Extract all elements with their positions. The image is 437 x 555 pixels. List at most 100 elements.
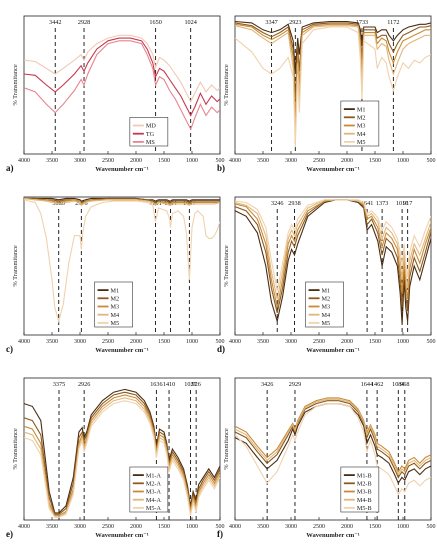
x-tick-label: 2500 [313, 339, 325, 345]
series-line-m5-a [24, 400, 220, 518]
x-tick-label: 3000 [74, 158, 86, 164]
legend-label: M3-A [146, 489, 162, 496]
legend-label: M2 [357, 115, 366, 122]
plot-frame [234, 196, 432, 336]
x-tick-label: 500 [216, 524, 225, 530]
x-tick-label: 500 [216, 158, 225, 164]
legend-label: M3 [322, 304, 331, 311]
x-tick-label: 1000 [186, 339, 198, 345]
series-line-m2 [235, 22, 431, 99]
legend-label: M2-B [357, 481, 372, 488]
x-tick-label: 1000 [397, 158, 409, 164]
x-tick-label: 4000 [18, 524, 30, 530]
series-line-m4 [235, 199, 431, 300]
legend-label: M5-A [146, 505, 162, 512]
panel-label: c) [6, 344, 13, 354]
reference-label: 2929 [289, 381, 301, 388]
x-tick-label: 2500 [102, 524, 114, 530]
legend-label: M3 [357, 123, 366, 130]
x-tick-label: 500 [427, 158, 436, 164]
x-tick-label: 3000 [285, 339, 297, 345]
panel-label: b) [217, 163, 225, 173]
y-axis-label: % Transmitance [223, 245, 230, 287]
x-tick-label: 3000 [285, 158, 297, 164]
x-tick-label: 1000 [186, 524, 198, 530]
x-tick-label: 500 [427, 524, 436, 530]
legend-label: M1 [111, 287, 120, 294]
panel-b: 3347 2923 1733 1172 4000 3500 3000 2500 2000 1500… [217, 15, 436, 173]
x-tick-label: 4000 [18, 339, 30, 345]
series-line-m2-a [24, 391, 220, 515]
series-line-m5 [24, 199, 220, 324]
series-line-m4-b [235, 398, 431, 476]
x-tick-label: 4000 [229, 524, 241, 530]
reference-label: 3426 [261, 381, 273, 388]
panel-label: e) [6, 529, 13, 539]
x-tick-label: 2500 [313, 524, 325, 530]
legend-label: MS [146, 139, 156, 146]
x-axis-label: Wavenumber cm⁻¹ [306, 347, 360, 354]
x-tick-label: 3500 [46, 524, 58, 530]
plot-frame [234, 15, 432, 155]
x-tick-label: 2500 [102, 339, 114, 345]
reference-label: 1733 [356, 19, 368, 26]
reference-label: 2923 [289, 19, 301, 26]
legend-label: M4-A [146, 497, 162, 504]
x-tick-label: 500 [427, 339, 436, 345]
reference-label: 3442 [49, 19, 61, 26]
reference-label: 2938 [288, 200, 300, 207]
series-line-m3 [235, 23, 431, 120]
series-line-m4 [24, 197, 220, 207]
x-tick-label: 1000 [397, 524, 409, 530]
reference-label: 1027 [184, 381, 196, 388]
panel-a: 3442 2928 1650 1024 4000 3500 3000 2500 2000 1500… [6, 15, 225, 173]
legend-label: M4 [111, 312, 120, 319]
x-tick-label: 4000 [229, 339, 241, 345]
legend-label: M5 [111, 320, 120, 327]
x-tick-label: 2000 [130, 158, 142, 164]
reference-label: 968 [400, 381, 409, 388]
x-tick-label: 4000 [18, 158, 30, 164]
reference-label: 1462 [371, 381, 383, 388]
reference-label: 1373 [376, 200, 388, 207]
x-tick-label: 1500 [158, 339, 170, 345]
legend-label: M1-A [146, 472, 162, 479]
y-axis-label: % Transmitance [223, 64, 230, 106]
series-line-m1-a [24, 388, 220, 514]
reference-label: 1641 [361, 200, 373, 207]
series-line-m2 [24, 197, 220, 204]
reference-label: 3347 [265, 19, 277, 26]
legend-box [305, 281, 344, 328]
x-tick-label: 3000 [74, 524, 86, 530]
y-axis-label: % Transmitance [12, 64, 19, 106]
legend-label: M1-B [357, 472, 372, 479]
legend-label: M2 [111, 296, 120, 303]
legend-label: M5 [357, 139, 366, 146]
series-line-m1 [235, 20, 431, 72]
reference-label: 1650 [149, 19, 161, 26]
plot-frame [23, 377, 221, 521]
legend-label: M4 [322, 312, 331, 319]
legend-label: M4 [357, 131, 366, 138]
legend-label: M3-B [357, 489, 372, 496]
reference-label: 1410 [163, 381, 175, 388]
reference-label: 1024 [184, 19, 196, 26]
series-line-tg [24, 37, 220, 117]
reference-label: 2928 [78, 19, 90, 26]
x-tick-label: 1500 [158, 158, 170, 164]
reference-label: 917 [403, 200, 412, 207]
series-line-m2 [235, 199, 431, 314]
x-tick-label: 3000 [74, 339, 86, 345]
series-line-ms [24, 40, 220, 131]
legend-label: M3 [111, 304, 120, 311]
series-line-m4-a [24, 397, 220, 518]
reference-label: 1636 [150, 381, 162, 388]
x-tick-label: 1500 [369, 339, 381, 345]
legend-label: TG [146, 131, 155, 138]
